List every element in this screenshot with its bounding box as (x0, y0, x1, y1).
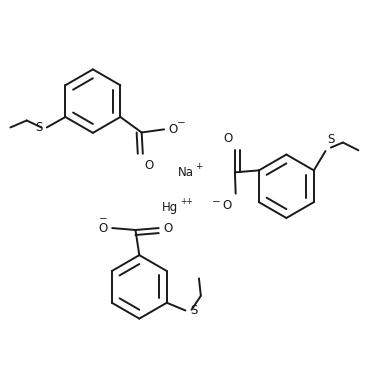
Text: −: − (212, 197, 221, 207)
Text: O: O (145, 159, 154, 172)
Text: O: O (223, 199, 232, 211)
Text: −: − (98, 214, 107, 224)
Text: O: O (168, 123, 178, 136)
Text: O: O (223, 132, 232, 145)
Text: −: − (177, 118, 186, 128)
Text: O: O (164, 222, 173, 235)
Text: +: + (195, 163, 203, 171)
Text: ++: ++ (180, 197, 193, 206)
Text: O: O (98, 222, 107, 235)
Text: Hg: Hg (162, 201, 178, 214)
Text: S: S (190, 304, 197, 317)
Text: S: S (35, 121, 42, 134)
Text: Na: Na (178, 166, 194, 179)
Text: S: S (327, 133, 334, 146)
